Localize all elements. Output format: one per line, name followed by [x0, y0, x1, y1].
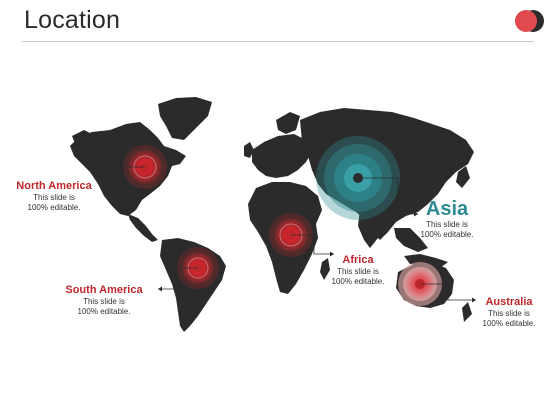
asia-desc-2: 100% editable. [420, 230, 474, 239]
central-america-shape [128, 214, 158, 242]
label-south-america: South America This slide is 100% editabl… [58, 284, 150, 317]
europe-shape [252, 134, 312, 178]
connector-asia [358, 177, 418, 215]
connector-arrows [100, 183, 476, 303]
north-america-desc-1: This slide is [33, 193, 75, 202]
title-divider [22, 41, 534, 42]
india-shape [358, 208, 384, 248]
label-north-america: North America This slide is 100% editabl… [8, 180, 100, 213]
south-america-title: South America [65, 284, 143, 296]
south-america-desc-1: This slide is [83, 297, 125, 306]
asia-desc-1: This slide is [426, 220, 468, 229]
south-america-desc-2: 100% editable. [77, 307, 131, 316]
logo-icon [515, 10, 544, 32]
australia-title: Australia [485, 296, 533, 308]
north-america-desc-2: 100% editable. [27, 203, 81, 212]
asia-title: Asia [425, 198, 469, 220]
connector-australia [420, 283, 476, 301]
alaska-shape [72, 130, 92, 146]
uk-shape [244, 142, 254, 158]
africa-desc-2: 100% editable. [331, 277, 385, 286]
madagascar-shape [320, 258, 330, 280]
japan-shape [456, 166, 470, 188]
connector-africa [291, 234, 334, 255]
africa-desc-1: This slide is [337, 267, 379, 276]
slide-title: Location [24, 6, 121, 34]
label-africa: Africa This slide is 100% editable. [326, 254, 390, 287]
southeast-asia-shape [394, 228, 428, 252]
north-america-title: North America [16, 180, 92, 192]
north-america-shape [70, 122, 186, 216]
greenland-shape [158, 97, 212, 140]
scandinavia-shape [276, 112, 300, 134]
connector-south-america [158, 267, 198, 290]
australia-desc-2: 100% editable. [482, 319, 536, 328]
label-australia: Australia This slide is 100% editable. [476, 296, 542, 329]
new-zealand-shape [462, 302, 472, 322]
connector-lines [100, 166, 476, 301]
australia-desc-1: This slide is [488, 309, 530, 318]
label-asia: Asia This slide is 100% editable. [414, 198, 480, 240]
asia-shape [300, 108, 474, 240]
africa-title: Africa [342, 254, 374, 266]
connector-north-america [100, 166, 145, 187]
